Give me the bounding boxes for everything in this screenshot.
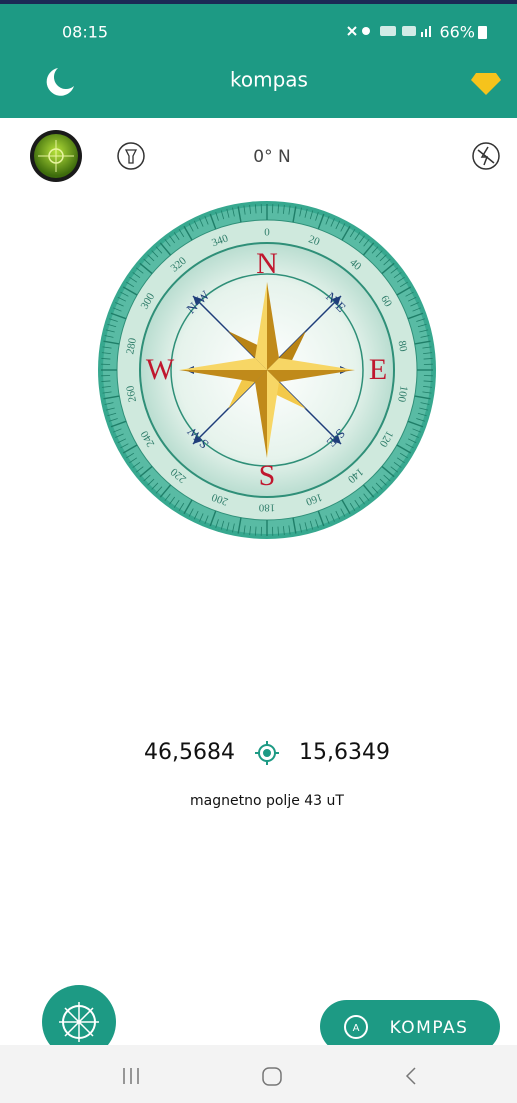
heading-readout: 0° N [253, 147, 290, 167]
longitude: 15,6349 [299, 740, 390, 765]
battery-level: 66% [439, 23, 475, 42]
nav-bar [0, 1045, 517, 1103]
screen: 08:15 66% kompas 0° N [0, 0, 517, 1103]
flash-off-button[interactable] [473, 143, 499, 169]
magnetic-field: magnetno polje 43 uT [190, 793, 344, 809]
kompas-label: KOMPAS [390, 1018, 469, 1038]
svg-text:A: A [353, 1023, 360, 1034]
cardinal-south: S [259, 459, 276, 492]
status-time: 08:15 [62, 23, 108, 42]
location-icon [255, 741, 279, 765]
cardinal-east: E [369, 353, 387, 386]
level-button[interactable] [30, 130, 82, 182]
top-strip [0, 0, 517, 4]
app-title: kompas [230, 68, 308, 92]
page: 08:15 66% kompas 0° N [0, 0, 517, 1103]
compass-rose [179, 282, 355, 458]
flashlight-button[interactable] [118, 143, 144, 169]
cardinal-north: N [256, 247, 278, 280]
latitude: 46,5684 [144, 740, 235, 765]
app-bar [0, 0, 517, 118]
dial-label: 0 [264, 227, 270, 239]
cardinal-west: W [146, 353, 175, 386]
dial-label: 180 [258, 501, 275, 513]
